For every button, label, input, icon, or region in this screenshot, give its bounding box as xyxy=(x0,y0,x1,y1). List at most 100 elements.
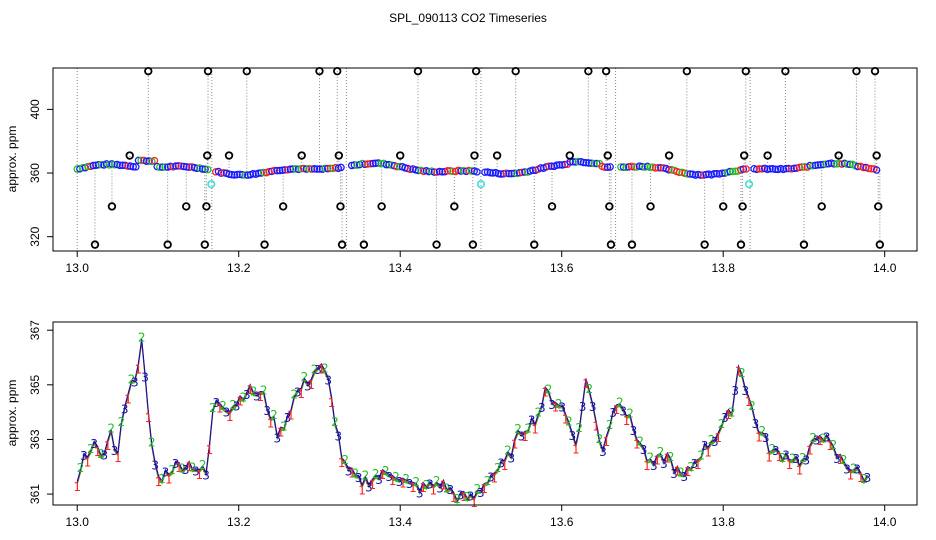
top-ylabel: approx. ppm xyxy=(5,126,19,193)
measurement-point xyxy=(116,161,124,170)
digit-marker: 2 xyxy=(179,462,187,476)
top-plot-frame xyxy=(52,67,918,252)
digit-marker: 2 xyxy=(524,422,532,436)
digit-marker: 3 xyxy=(497,456,505,470)
digit-marker: 1 xyxy=(643,459,651,473)
digit-marker: 1 xyxy=(195,468,203,482)
measurement-point xyxy=(590,159,598,168)
top-x-tick-label: 13.4 xyxy=(389,261,413,275)
digit-marker: 3 xyxy=(111,444,119,458)
digit-marker: 1 xyxy=(613,403,621,417)
measurement-point xyxy=(579,158,588,167)
digit-marker: 1 xyxy=(582,377,590,391)
top-y-tick-label: 320 xyxy=(28,226,42,246)
digit-marker: 2 xyxy=(362,468,370,482)
digit-marker: 1 xyxy=(552,401,560,415)
bottom-x-tick-label: 13.6 xyxy=(550,515,574,529)
measurement-point xyxy=(369,159,377,168)
digit-marker: 1 xyxy=(857,471,865,485)
digit-marker: 1 xyxy=(368,478,376,492)
digit-marker: 1 xyxy=(114,451,122,465)
digit-marker: 3 xyxy=(233,400,241,414)
flag-point xyxy=(315,66,324,76)
digit-marker: 3 xyxy=(162,466,170,480)
measurement-point xyxy=(326,164,335,173)
digit-marker: 1 xyxy=(358,483,366,497)
digit-marker: 1 xyxy=(531,423,539,437)
digit-marker: 1 xyxy=(246,383,254,397)
measurement-point xyxy=(233,170,241,179)
measurement-point xyxy=(134,156,143,165)
flag-point xyxy=(432,240,441,249)
digit-marker: 3 xyxy=(80,449,88,463)
measurement-point xyxy=(129,163,137,171)
digit-marker: 2 xyxy=(402,472,410,486)
digit-marker: 1 xyxy=(521,430,529,444)
measurement-point xyxy=(457,167,465,175)
measurement-point xyxy=(161,163,169,171)
digit-marker: 1 xyxy=(399,477,407,491)
digit-marker: 3 xyxy=(446,483,454,497)
measurement-point xyxy=(193,164,201,173)
measurement-point xyxy=(702,170,710,179)
digit-marker: 3 xyxy=(294,386,302,400)
flag-point xyxy=(565,151,574,160)
bottom-y-tick-label: 365 xyxy=(28,374,42,394)
digit-marker: 2 xyxy=(850,462,858,476)
digit-marker: 2 xyxy=(575,421,583,435)
digit-marker: 3 xyxy=(396,475,404,489)
measurement-point xyxy=(124,162,132,170)
digit-marker: 2 xyxy=(616,395,624,409)
measurement-point xyxy=(414,166,423,175)
measurement-point xyxy=(321,164,329,173)
measurement-point xyxy=(230,171,239,179)
measurement-point xyxy=(601,163,609,171)
measurement-point xyxy=(806,161,814,170)
digit-marker: 2 xyxy=(606,418,614,432)
measurement-point xyxy=(510,169,518,178)
measurement-point xyxy=(281,166,289,174)
digit-marker: 3 xyxy=(202,468,210,482)
measurement-point xyxy=(553,161,561,169)
measurement-point xyxy=(467,167,476,175)
digit-marker: 3 xyxy=(101,449,109,463)
measurement-point xyxy=(811,161,820,170)
measurement-point xyxy=(710,170,718,178)
bottom-x-tick-label: 13.0 xyxy=(66,515,90,529)
cyan-point xyxy=(476,180,486,189)
top-y-tick-label: 400 xyxy=(28,99,42,119)
digit-marker: 2 xyxy=(545,383,553,397)
measurement-point xyxy=(137,156,145,165)
measurement-point xyxy=(646,163,654,172)
digit-marker: 2 xyxy=(138,331,146,345)
digit-marker: 1 xyxy=(94,445,102,459)
digit-marker: 2 xyxy=(494,461,502,475)
measurement-point xyxy=(502,169,510,178)
flag-point xyxy=(664,151,674,160)
digit-marker: 1 xyxy=(602,435,610,449)
measurement-point xyxy=(515,169,524,177)
digit-marker: 3 xyxy=(742,384,750,398)
digit-marker: 1 xyxy=(704,446,712,460)
digit-marker: 3 xyxy=(538,401,546,415)
digit-marker: 1 xyxy=(185,460,193,474)
digit-marker: 1 xyxy=(480,482,488,496)
measurement-point xyxy=(822,160,830,168)
digit-marker: 2 xyxy=(636,435,644,449)
digit-marker: 3 xyxy=(864,471,872,485)
measurement-point xyxy=(174,162,183,170)
digit-marker: 1 xyxy=(562,412,570,426)
measurement-point xyxy=(798,163,806,171)
measurement-point xyxy=(635,162,644,170)
digit-marker: 2 xyxy=(392,470,400,484)
digit-marker: 1 xyxy=(287,409,295,423)
digit-marker: 3 xyxy=(223,406,231,420)
flag-point xyxy=(781,66,790,76)
series-line xyxy=(76,338,868,502)
measurement-point xyxy=(150,156,159,165)
measurement-point xyxy=(89,161,97,170)
measurement-point xyxy=(377,160,385,168)
digit-marker: 1 xyxy=(847,468,855,482)
measurement-point xyxy=(273,166,281,175)
flag-point xyxy=(200,240,210,249)
